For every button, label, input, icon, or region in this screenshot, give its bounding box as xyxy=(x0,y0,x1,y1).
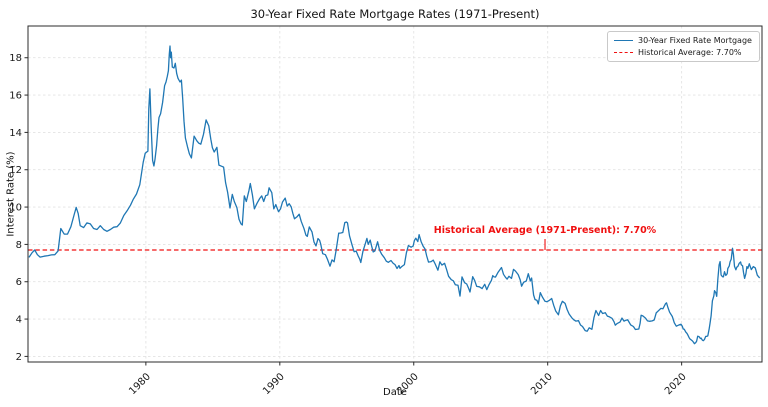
red-dashed-swatch-icon xyxy=(614,52,633,53)
x-tick-label: 2020 xyxy=(663,371,689,397)
legend-label: Historical Average: 7.70% xyxy=(638,48,742,57)
x-axis-label: Date xyxy=(383,387,407,398)
y-tick-label: 18 xyxy=(9,53,22,64)
plot-border xyxy=(27,25,763,363)
y-tick-label: 6 xyxy=(16,277,22,288)
chart-title: 30-Year Fixed Rate Mortgage Rates (1971-… xyxy=(250,7,540,21)
y-tick-label: 12 xyxy=(9,165,22,176)
y-tick-label: 4 xyxy=(16,315,22,326)
x-tick-label: 1990 xyxy=(261,371,287,397)
legend-item-mortgage-rate: 30-Year Fixed Rate Mortgage xyxy=(614,36,752,45)
y-tick-label: 10 xyxy=(9,203,22,214)
legend-item-historical-average: Historical Average: 7.70% xyxy=(614,48,752,57)
rate-line-series xyxy=(28,45,760,345)
y-tick-label: 14 xyxy=(9,128,22,139)
x-tick-label: 2010 xyxy=(529,371,555,397)
y-tick-label: 2 xyxy=(16,352,22,363)
legend-label: 30-Year Fixed Rate Mortgage xyxy=(638,36,752,45)
y-tick-label: 16 xyxy=(9,91,22,102)
y-axis-label: Interest Rate (%) xyxy=(5,151,17,237)
x-tick-label: 1980 xyxy=(127,371,153,397)
legend: 30-Year Fixed Rate Mortgage Historical A… xyxy=(607,31,760,62)
blue-line-swatch-icon xyxy=(614,40,633,41)
historical-average-annotation: Historical Average (1971-Present): 7.70% xyxy=(433,225,657,236)
y-tick-label: 8 xyxy=(16,240,22,251)
